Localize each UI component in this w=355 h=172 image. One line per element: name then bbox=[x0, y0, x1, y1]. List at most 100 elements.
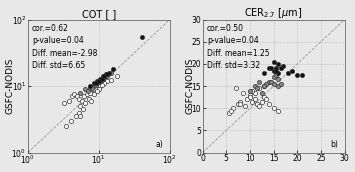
Point bbox=[252, 85, 257, 88]
Point bbox=[290, 69, 295, 72]
Point bbox=[99, 83, 105, 86]
Point bbox=[61, 102, 66, 105]
Point bbox=[250, 89, 255, 92]
Point bbox=[103, 73, 109, 76]
Point bbox=[278, 67, 284, 70]
Point bbox=[83, 88, 88, 90]
Point bbox=[79, 99, 85, 102]
Point bbox=[261, 96, 267, 99]
Point bbox=[259, 91, 264, 94]
Point bbox=[71, 93, 77, 96]
Point bbox=[96, 88, 102, 90]
Point bbox=[83, 102, 88, 105]
Point bbox=[77, 91, 83, 94]
Point bbox=[93, 86, 98, 89]
Point bbox=[268, 67, 274, 70]
Point bbox=[271, 76, 277, 79]
Point bbox=[66, 99, 72, 102]
Point bbox=[76, 97, 82, 100]
Point bbox=[252, 98, 257, 101]
Point bbox=[268, 80, 274, 83]
Point bbox=[96, 81, 102, 83]
Point bbox=[99, 78, 105, 81]
Point bbox=[275, 78, 281, 81]
Point bbox=[88, 99, 94, 102]
Point bbox=[266, 103, 272, 105]
Point bbox=[275, 71, 281, 74]
Point bbox=[104, 79, 110, 82]
Point bbox=[280, 65, 286, 68]
Text: cor.=0.50
p-value=0.04
Diff. mean=1.25
Diff. std=3.32: cor.=0.50 p-value=0.04 Diff. mean=1.25 D… bbox=[207, 24, 269, 70]
Point bbox=[91, 85, 97, 88]
Point bbox=[84, 93, 90, 96]
Point bbox=[91, 93, 97, 96]
Point bbox=[106, 71, 112, 74]
Point bbox=[139, 35, 144, 38]
Point bbox=[95, 85, 101, 88]
Point bbox=[257, 87, 262, 90]
Point bbox=[94, 89, 100, 92]
Point bbox=[87, 91, 93, 94]
Point bbox=[254, 87, 260, 90]
Point bbox=[226, 111, 231, 114]
Point bbox=[273, 69, 279, 72]
Point bbox=[91, 82, 97, 85]
Point bbox=[102, 76, 107, 79]
Point bbox=[102, 75, 107, 78]
Point bbox=[254, 103, 260, 105]
Point bbox=[230, 107, 236, 110]
Point bbox=[108, 71, 114, 74]
Point bbox=[250, 100, 255, 103]
Point bbox=[80, 108, 86, 111]
Point bbox=[252, 91, 257, 94]
Point bbox=[264, 83, 269, 85]
Point bbox=[273, 67, 279, 70]
Text: b): b) bbox=[331, 140, 338, 149]
Point bbox=[99, 77, 105, 80]
Point bbox=[94, 82, 100, 85]
Point bbox=[76, 111, 81, 114]
Title: CER$_{2.7}$ [$\mu$m]: CER$_{2.7}$ [$\mu$m] bbox=[245, 6, 302, 20]
Point bbox=[273, 74, 279, 76]
Point bbox=[240, 91, 246, 94]
Point bbox=[247, 96, 253, 99]
Point bbox=[237, 103, 243, 105]
Point bbox=[96, 79, 102, 82]
Point bbox=[285, 71, 291, 74]
Point bbox=[247, 94, 253, 96]
Point bbox=[259, 100, 264, 103]
Point bbox=[271, 69, 277, 72]
Point bbox=[93, 83, 98, 86]
Point bbox=[77, 115, 83, 118]
Point bbox=[69, 95, 75, 98]
Point bbox=[261, 85, 267, 88]
Point bbox=[100, 82, 106, 85]
Point bbox=[87, 86, 93, 89]
Point bbox=[261, 85, 267, 88]
Point bbox=[108, 78, 114, 81]
Point bbox=[81, 95, 87, 98]
Text: cor.=0.62
p-value=0.04
Diff. mean=-2.98
Diff. std=6.65: cor.=0.62 p-value=0.04 Diff. mean=-2.98 … bbox=[32, 24, 97, 70]
Title: COT [ ]: COT [ ] bbox=[82, 9, 116, 19]
Point bbox=[275, 63, 281, 65]
Point bbox=[228, 109, 234, 112]
Point bbox=[237, 100, 243, 103]
Point bbox=[266, 67, 272, 70]
Point bbox=[266, 80, 272, 83]
Text: a): a) bbox=[155, 140, 163, 149]
Point bbox=[233, 87, 239, 90]
Point bbox=[97, 77, 103, 80]
Point bbox=[100, 75, 106, 78]
Point bbox=[299, 74, 305, 76]
Point bbox=[257, 80, 262, 83]
Point bbox=[85, 89, 91, 92]
Point bbox=[93, 82, 98, 85]
Point bbox=[264, 98, 269, 101]
Point bbox=[86, 97, 92, 100]
Point bbox=[114, 75, 120, 78]
Point bbox=[94, 79, 100, 82]
Point bbox=[68, 120, 73, 122]
Point bbox=[275, 109, 281, 112]
Point bbox=[235, 103, 241, 105]
Point bbox=[271, 107, 277, 110]
